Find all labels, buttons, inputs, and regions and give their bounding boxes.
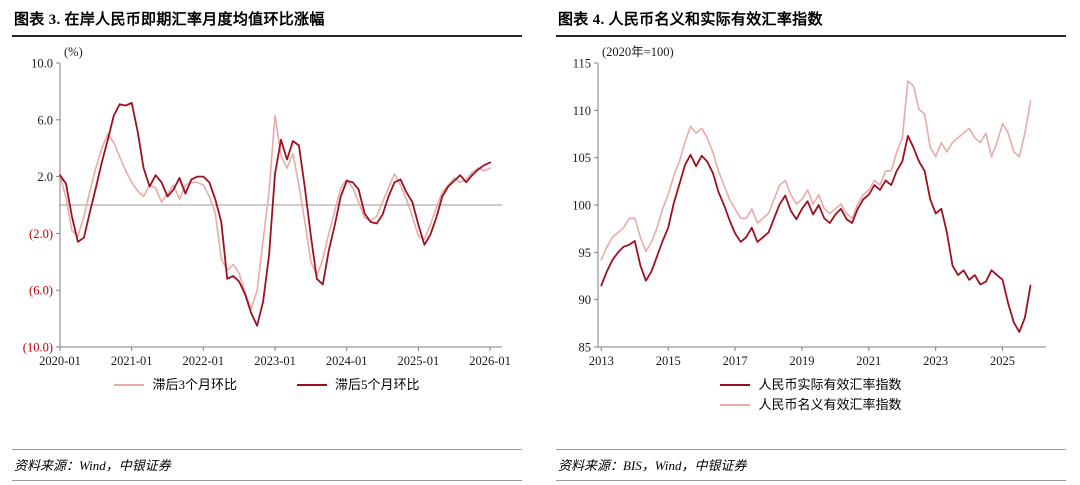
y-tick-label: (10.0) — [23, 341, 53, 355]
panel-figure-4: 图表 4. 人民币名义和实际有效汇率指数 115 110 105 100 95 90 85 2… — [556, 6, 1066, 481]
figure-3-chart-area: 10.0 6.0 2.0 (2.0) (6.0) (10.0) 2020-01 2021-01… — [12, 43, 522, 373]
report-charts-page: 图表 3. 在岸人民币即期汇率月度均值环比涨幅 10.0 6.0 2.0 (2.0) (… — [12, 6, 1066, 481]
x-tick-label: 2013 — [589, 354, 614, 368]
x-tick-label: 2020-01 — [39, 354, 81, 368]
x-tick-label: 2015 — [656, 354, 681, 368]
figure-3-line-chart: 10.0 6.0 2.0 (2.0) (6.0) (10.0)2020-01 2021-01… — [23, 45, 511, 368]
x-tick-label: 2021-01 — [111, 354, 153, 368]
lag3-line-swatch — [114, 384, 145, 387]
figure-3-source: 资料来源：Wind，中银证券 — [14, 458, 171, 473]
x-tick-label: 2019 — [789, 354, 814, 368]
legend-item-lag5: 滞后5个月环比 — [297, 375, 420, 395]
neer-line-swatch — [720, 404, 751, 407]
y-tick-label: 10.0 — [31, 57, 53, 71]
figure-4-title: 图表 4. 人民币名义和实际有效汇率指数 — [556, 6, 1066, 37]
y-tick-label: (6.0) — [29, 284, 53, 298]
y-tick-label: 115 — [573, 57, 591, 71]
series-人民币实际有效汇率指数 — [600, 135, 1032, 333]
y-unit-label: (%) — [64, 45, 83, 59]
legend-label-lag3: 滞后3个月环比 — [152, 377, 237, 392]
series-滞后5个月环比 — [59, 101, 492, 327]
x-tick-label: 2017 — [723, 354, 748, 368]
y-tick-label: 85 — [579, 341, 592, 355]
legend-item-neer: 人民币名义有效汇率指数 — [720, 395, 902, 415]
y-tick-label: 95 — [579, 246, 592, 260]
y-tick-label: 90 — [579, 293, 592, 307]
y-unit-label: (2020年=100) — [602, 45, 674, 59]
y-tick-label: 105 — [572, 151, 591, 165]
y-tick-label: 2.0 — [37, 170, 53, 184]
figure-4-source: 资料来源：BIS，Wind，中银证券 — [558, 458, 747, 473]
series-滞后3个月环比 — [59, 114, 491, 310]
y-tick-label: 100 — [572, 199, 591, 213]
x-tick-label: 2025 — [990, 354, 1015, 368]
series-人民币名义有效汇率指数 — [600, 80, 1032, 261]
x-tick-label: 2025-01 — [398, 354, 440, 368]
figure-4-chart-area: 115 110 105 100 95 90 85 2013 2015 2017 2019 2021 20… — [556, 43, 1066, 373]
figure-4-bottom-divider — [556, 480, 1066, 481]
figure-4-source-divider — [556, 449, 1066, 450]
x-tick-label: 2023-01 — [254, 354, 296, 368]
x-tick-label: 2023 — [923, 354, 948, 368]
figure-3-source-divider — [12, 449, 522, 450]
y-tick-label: 110 — [573, 104, 591, 118]
reer-line-swatch — [720, 384, 751, 387]
panel-figure-3: 图表 3. 在岸人民币即期汇率月度均值环比涨幅 10.0 6.0 2.0 (2.0) (… — [12, 6, 522, 481]
figure-3-bottom-divider — [12, 480, 522, 481]
y-tick-label: (2.0) — [29, 227, 53, 241]
x-tick-label: 2021 — [856, 354, 881, 368]
legend-label-neer: 人民币名义有效汇率指数 — [758, 397, 902, 413]
figure-4-legend: 人民币实际有效汇率指数 人民币名义有效汇率指数 — [720, 375, 902, 415]
legend-label-lag5: 滞后5个月环比 — [335, 377, 420, 392]
figure-3-title: 图表 3. 在岸人民币即期汇率月度均值环比涨幅 — [12, 6, 522, 37]
y-tick-label: 6.0 — [37, 113, 53, 127]
x-tick-label: 2022-01 — [183, 354, 225, 368]
legend-item-lag3: 滞后3个月环比 — [114, 375, 237, 395]
lag5-line-swatch — [297, 384, 327, 387]
legend-item-reer: 人民币实际有效汇率指数 — [720, 375, 902, 395]
x-tick-label: 2024-01 — [326, 354, 368, 368]
legend-label-reer: 人民币实际有效汇率指数 — [758, 377, 902, 392]
figure-3-legend: 滞后3个月环比 滞后5个月环比 — [12, 375, 522, 395]
x-tick-label: 2026-01 — [469, 354, 511, 368]
